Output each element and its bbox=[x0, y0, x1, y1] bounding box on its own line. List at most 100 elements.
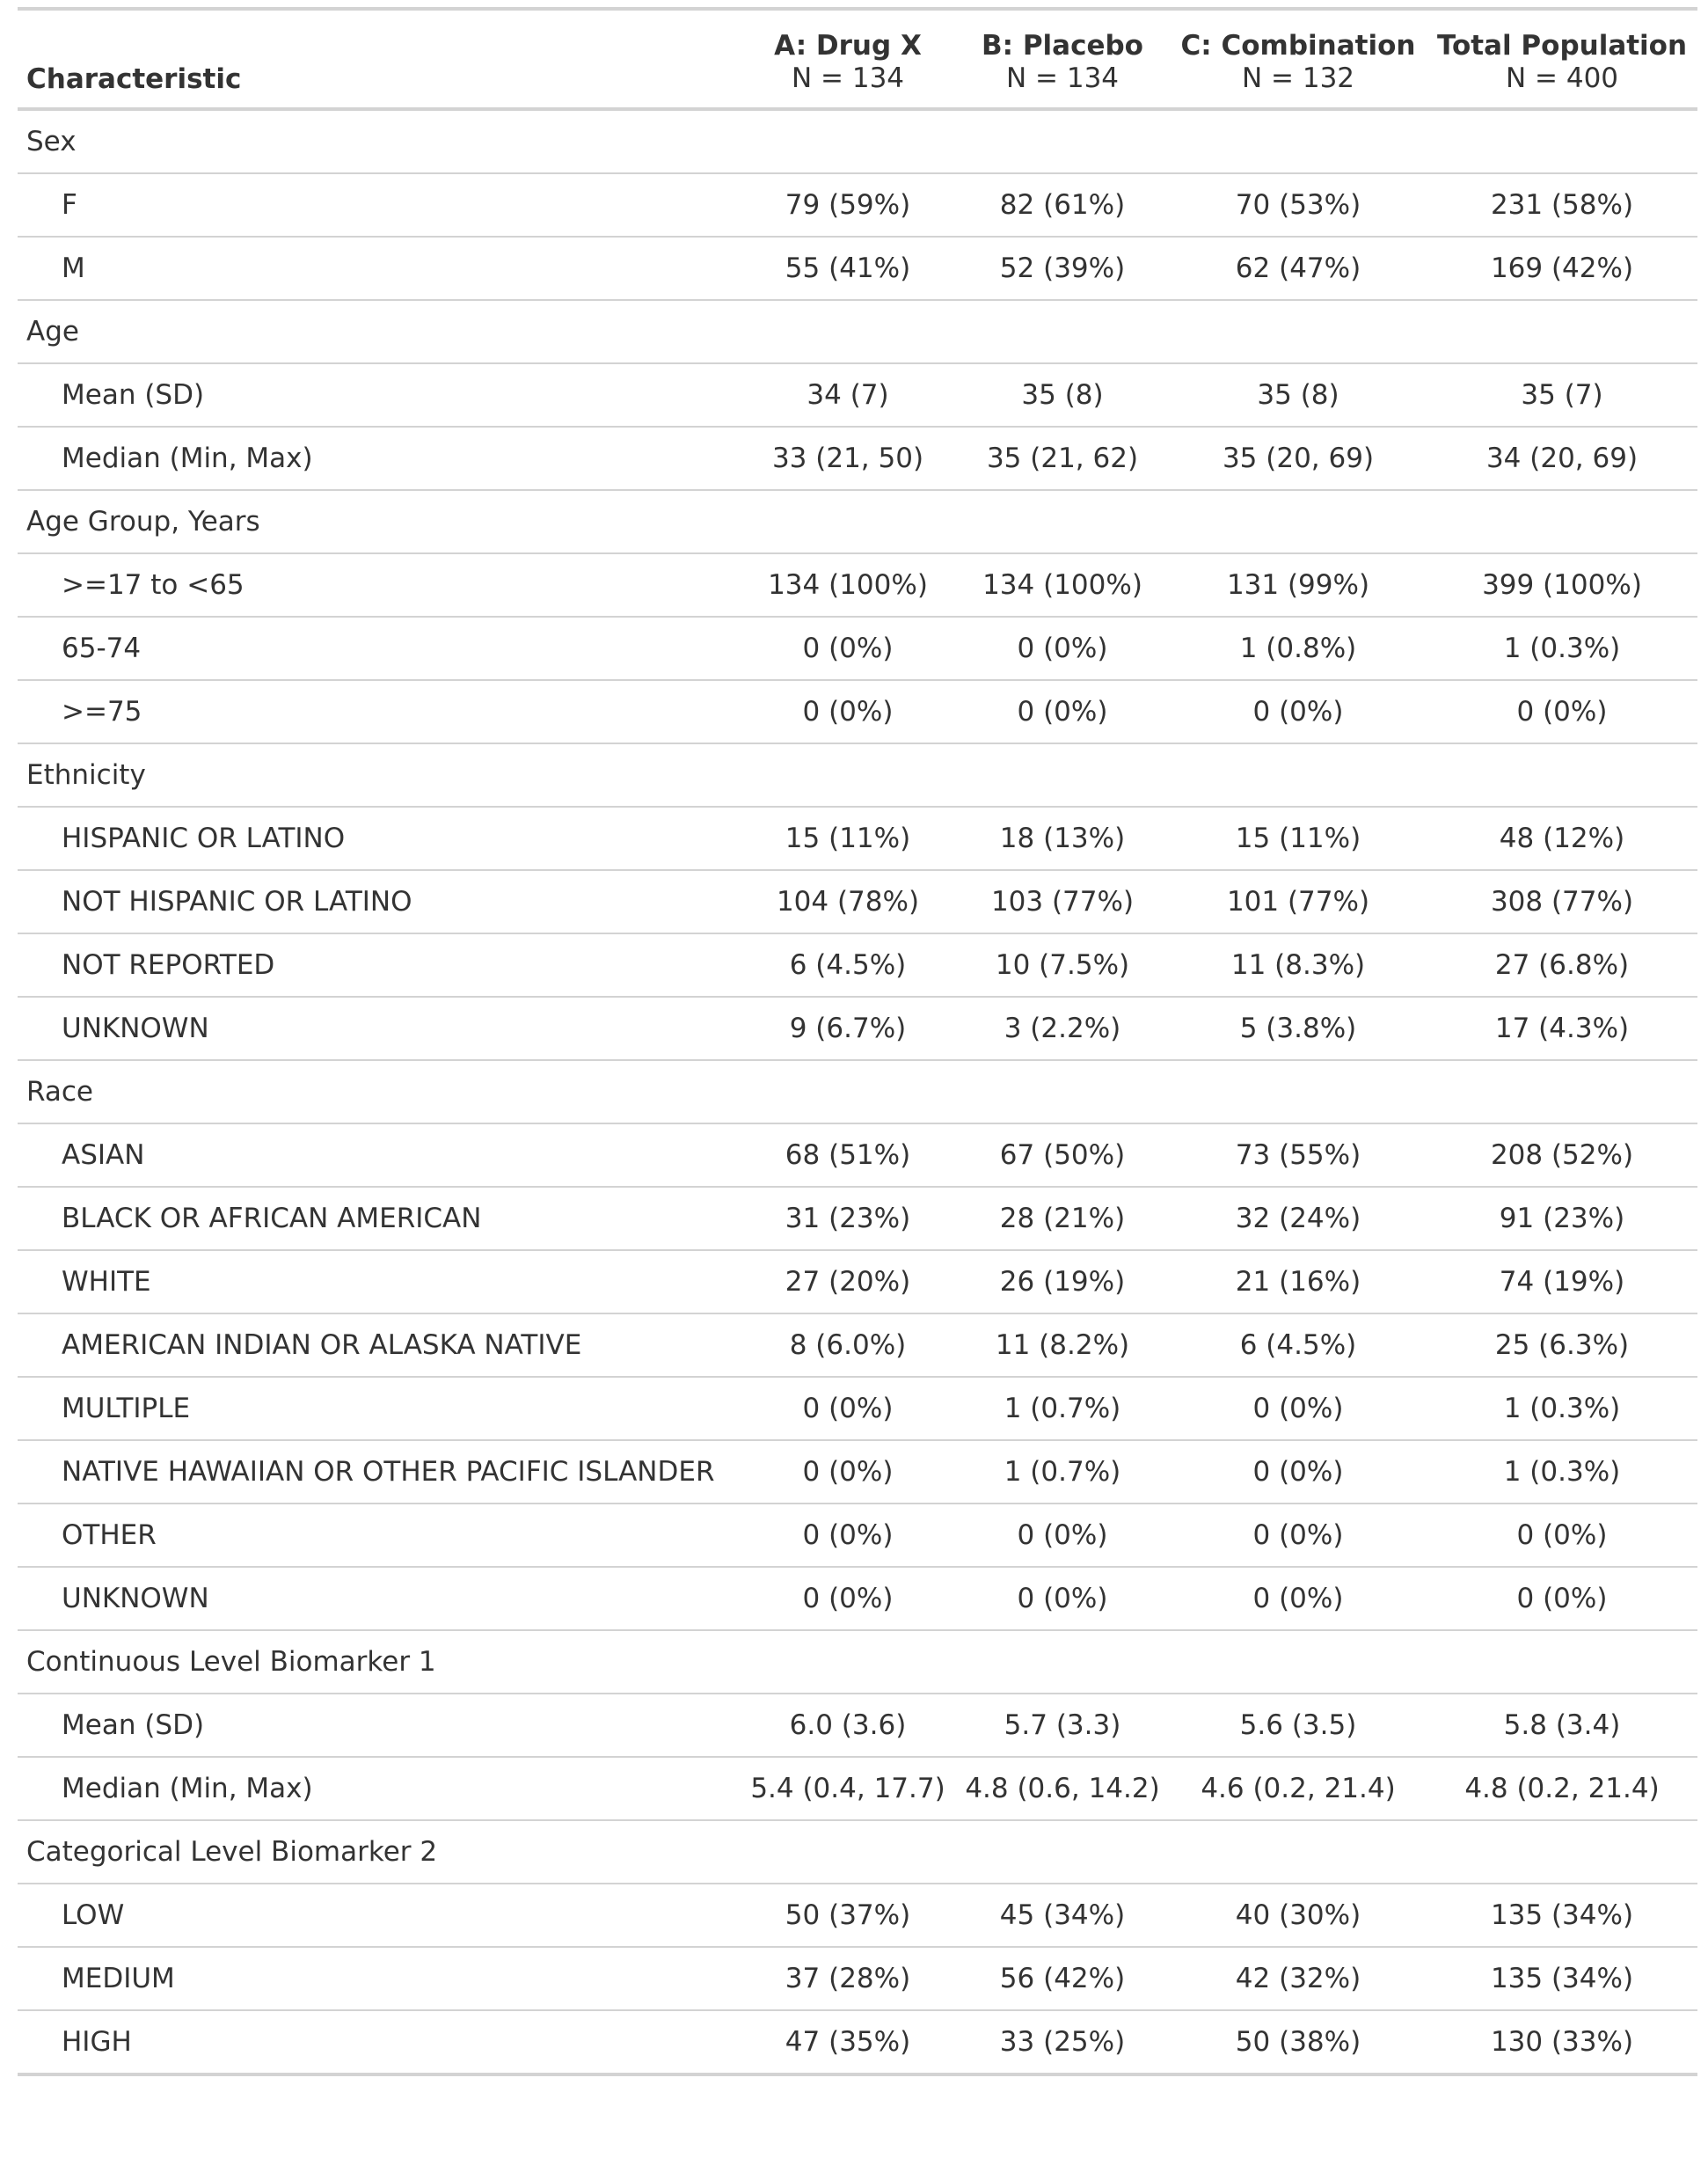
cell-value: 101 (77%) bbox=[1170, 870, 1427, 934]
cell-value: 34 (20, 69) bbox=[1427, 427, 1697, 491]
cell-value: 0 (0%) bbox=[741, 1440, 955, 1504]
cell-value bbox=[955, 1630, 1170, 1694]
table-row: MEDIUM 37 (28%) 56 (42%) 42 (32%) 135 (34%) bbox=[18, 1947, 1697, 2011]
cell-value: 73 (55%) bbox=[1170, 1123, 1427, 1188]
table-row: NOT REPORTED 6 (4.5%) 10 (7.5%) 11 (8.3%) 27… bbox=[18, 933, 1697, 998]
cell-value: 4.8 (0.2, 21.4) bbox=[1427, 1757, 1697, 1821]
row-label: >=75 bbox=[18, 680, 741, 744]
cell-value bbox=[1170, 490, 1427, 554]
table-header: Characteristic A: Drug X N = 134 B: Plac… bbox=[18, 7, 1697, 111]
cell-value: 208 (52%) bbox=[1427, 1123, 1697, 1188]
table-row: M 55 (41%) 52 (39%) 62 (47%) 169 (42%) bbox=[18, 237, 1697, 301]
group-label: Age bbox=[18, 300, 741, 364]
cell-value: 0 (0%) bbox=[741, 680, 955, 744]
group-row: Age Group, Years bbox=[18, 490, 1697, 554]
cell-value: 50 (38%) bbox=[1170, 2010, 1427, 2076]
group-label: Categorical Level Biomarker 2 bbox=[18, 1820, 741, 1884]
table-row: Mean (SD) 34 (7) 35 (8) 35 (8) 35 (7) bbox=[18, 363, 1697, 428]
cell-value: 131 (99%) bbox=[1170, 553, 1427, 618]
cell-value: 0 (0%) bbox=[1170, 1440, 1427, 1504]
cell-value: 6 (4.5%) bbox=[741, 933, 955, 998]
column-n: N = 134 bbox=[791, 62, 905, 94]
cell-value bbox=[955, 109, 1170, 174]
cell-value: 62 (47%) bbox=[1170, 237, 1427, 301]
cell-value: 33 (25%) bbox=[955, 2010, 1170, 2076]
cell-value bbox=[1427, 1060, 1697, 1124]
row-label: F bbox=[18, 173, 741, 238]
table-row: >=75 0 (0%) 0 (0%) 0 (0%) 0 (0%) bbox=[18, 680, 1697, 744]
table-row: HIGH 47 (35%) 33 (25%) 50 (38%) 130 (33%) bbox=[18, 2010, 1697, 2076]
table-row: UNKNOWN 0 (0%) 0 (0%) 0 (0%) 0 (0%) bbox=[18, 1567, 1697, 1631]
group-label: Continuous Level Biomarker 1 bbox=[18, 1630, 741, 1694]
cell-value: 0 (0%) bbox=[955, 617, 1170, 681]
cell-value: 15 (11%) bbox=[1170, 807, 1427, 871]
cell-value: 21 (16%) bbox=[1170, 1250, 1427, 1314]
table-row: MULTIPLE 0 (0%) 1 (0.7%) 0 (0%) 1 (0.3%) bbox=[18, 1377, 1697, 1441]
cell-value bbox=[741, 1630, 955, 1694]
cell-value: 135 (34%) bbox=[1427, 1947, 1697, 2011]
cell-value bbox=[1427, 300, 1697, 364]
demographics-table-container: Characteristic A: Drug X N = 134 B: Plac… bbox=[18, 7, 1697, 2076]
column-name: C: Combination bbox=[1180, 30, 1416, 62]
cell-value: 0 (0%) bbox=[1170, 680, 1427, 744]
cell-value: 0 (0%) bbox=[741, 1377, 955, 1441]
cell-value bbox=[741, 1820, 955, 1884]
row-label: WHITE bbox=[18, 1250, 741, 1314]
stub-header: Characteristic bbox=[18, 7, 741, 111]
cell-value: 32 (24%) bbox=[1170, 1187, 1427, 1251]
cell-value: 1 (0.3%) bbox=[1427, 1377, 1697, 1441]
column-header-combination: C: Combination N = 132 bbox=[1170, 7, 1427, 111]
row-label: LOW bbox=[18, 1884, 741, 1948]
cell-value: 0 (0%) bbox=[1427, 1567, 1697, 1631]
cell-value bbox=[1427, 743, 1697, 808]
row-label: BLACK OR AFRICAN AMERICAN bbox=[18, 1187, 741, 1251]
table-row: NATIVE HAWAIIAN OR OTHER PACIFIC ISLANDE… bbox=[18, 1440, 1697, 1504]
table-row: UNKNOWN 9 (6.7%) 3 (2.2%) 5 (3.8%) 17 (4.3%) bbox=[18, 997, 1697, 1061]
cell-value: 35 (21, 62) bbox=[955, 427, 1170, 491]
column-name: Total Population bbox=[1436, 30, 1688, 62]
cell-value: 1 (0.3%) bbox=[1427, 1440, 1697, 1504]
group-row: Age bbox=[18, 300, 1697, 364]
cell-value bbox=[955, 743, 1170, 808]
cell-value: 103 (77%) bbox=[955, 870, 1170, 934]
table-row: F 79 (59%) 82 (61%) 70 (53%) 231 (58%) bbox=[18, 173, 1697, 238]
table-row: 65-74 0 (0%) 0 (0%) 1 (0.8%) 1 (0.3%) bbox=[18, 617, 1697, 681]
cell-value: 91 (23%) bbox=[1427, 1187, 1697, 1251]
cell-value: 0 (0%) bbox=[955, 1504, 1170, 1568]
cell-value: 169 (42%) bbox=[1427, 237, 1697, 301]
row-label: 65-74 bbox=[18, 617, 741, 681]
cell-value: 35 (8) bbox=[955, 363, 1170, 428]
cell-value: 31 (23%) bbox=[741, 1187, 955, 1251]
column-name: B: Placebo bbox=[982, 30, 1143, 62]
group-row: Race bbox=[18, 1060, 1697, 1124]
header-row: Characteristic A: Drug X N = 134 B: Plac… bbox=[18, 7, 1697, 111]
cell-value bbox=[955, 490, 1170, 554]
cell-value: 399 (100%) bbox=[1427, 553, 1697, 618]
cell-value: 28 (21%) bbox=[955, 1187, 1170, 1251]
cell-value bbox=[955, 1060, 1170, 1124]
cell-value: 42 (32%) bbox=[1170, 1947, 1427, 2011]
cell-value: 130 (33%) bbox=[1427, 2010, 1697, 2076]
cell-value: 5.4 (0.4, 17.7) bbox=[741, 1757, 955, 1821]
cell-value: 40 (30%) bbox=[1170, 1884, 1427, 1948]
cell-value: 5 (3.8%) bbox=[1170, 997, 1427, 1061]
cell-value: 52 (39%) bbox=[955, 237, 1170, 301]
cell-value: 6 (4.5%) bbox=[1170, 1313, 1427, 1378]
group-row: Ethnicity bbox=[18, 743, 1697, 808]
cell-value: 0 (0%) bbox=[1170, 1504, 1427, 1568]
cell-value: 35 (8) bbox=[1170, 363, 1427, 428]
cell-value: 1 (0.8%) bbox=[1170, 617, 1427, 681]
cell-value: 5.7 (3.3) bbox=[955, 1694, 1170, 1758]
cell-value bbox=[741, 743, 955, 808]
table-row: HISPANIC OR LATINO 15 (11%) 18 (13%) 15 (11… bbox=[18, 807, 1697, 871]
cell-value: 134 (100%) bbox=[955, 553, 1170, 618]
cell-value: 55 (41%) bbox=[741, 237, 955, 301]
row-label: Mean (SD) bbox=[18, 1694, 741, 1758]
row-label: Median (Min, Max) bbox=[18, 1757, 741, 1821]
table-row: NOT HISPANIC OR LATINO 104 (78%) 103 (77%)… bbox=[18, 870, 1697, 934]
cell-value: 79 (59%) bbox=[741, 173, 955, 238]
cell-value bbox=[1170, 109, 1427, 174]
table-row: BLACK OR AFRICAN AMERICAN 31 (23%) 28 (21%… bbox=[18, 1187, 1697, 1251]
cell-value: 0 (0%) bbox=[741, 1504, 955, 1568]
cell-value: 33 (21, 50) bbox=[741, 427, 955, 491]
